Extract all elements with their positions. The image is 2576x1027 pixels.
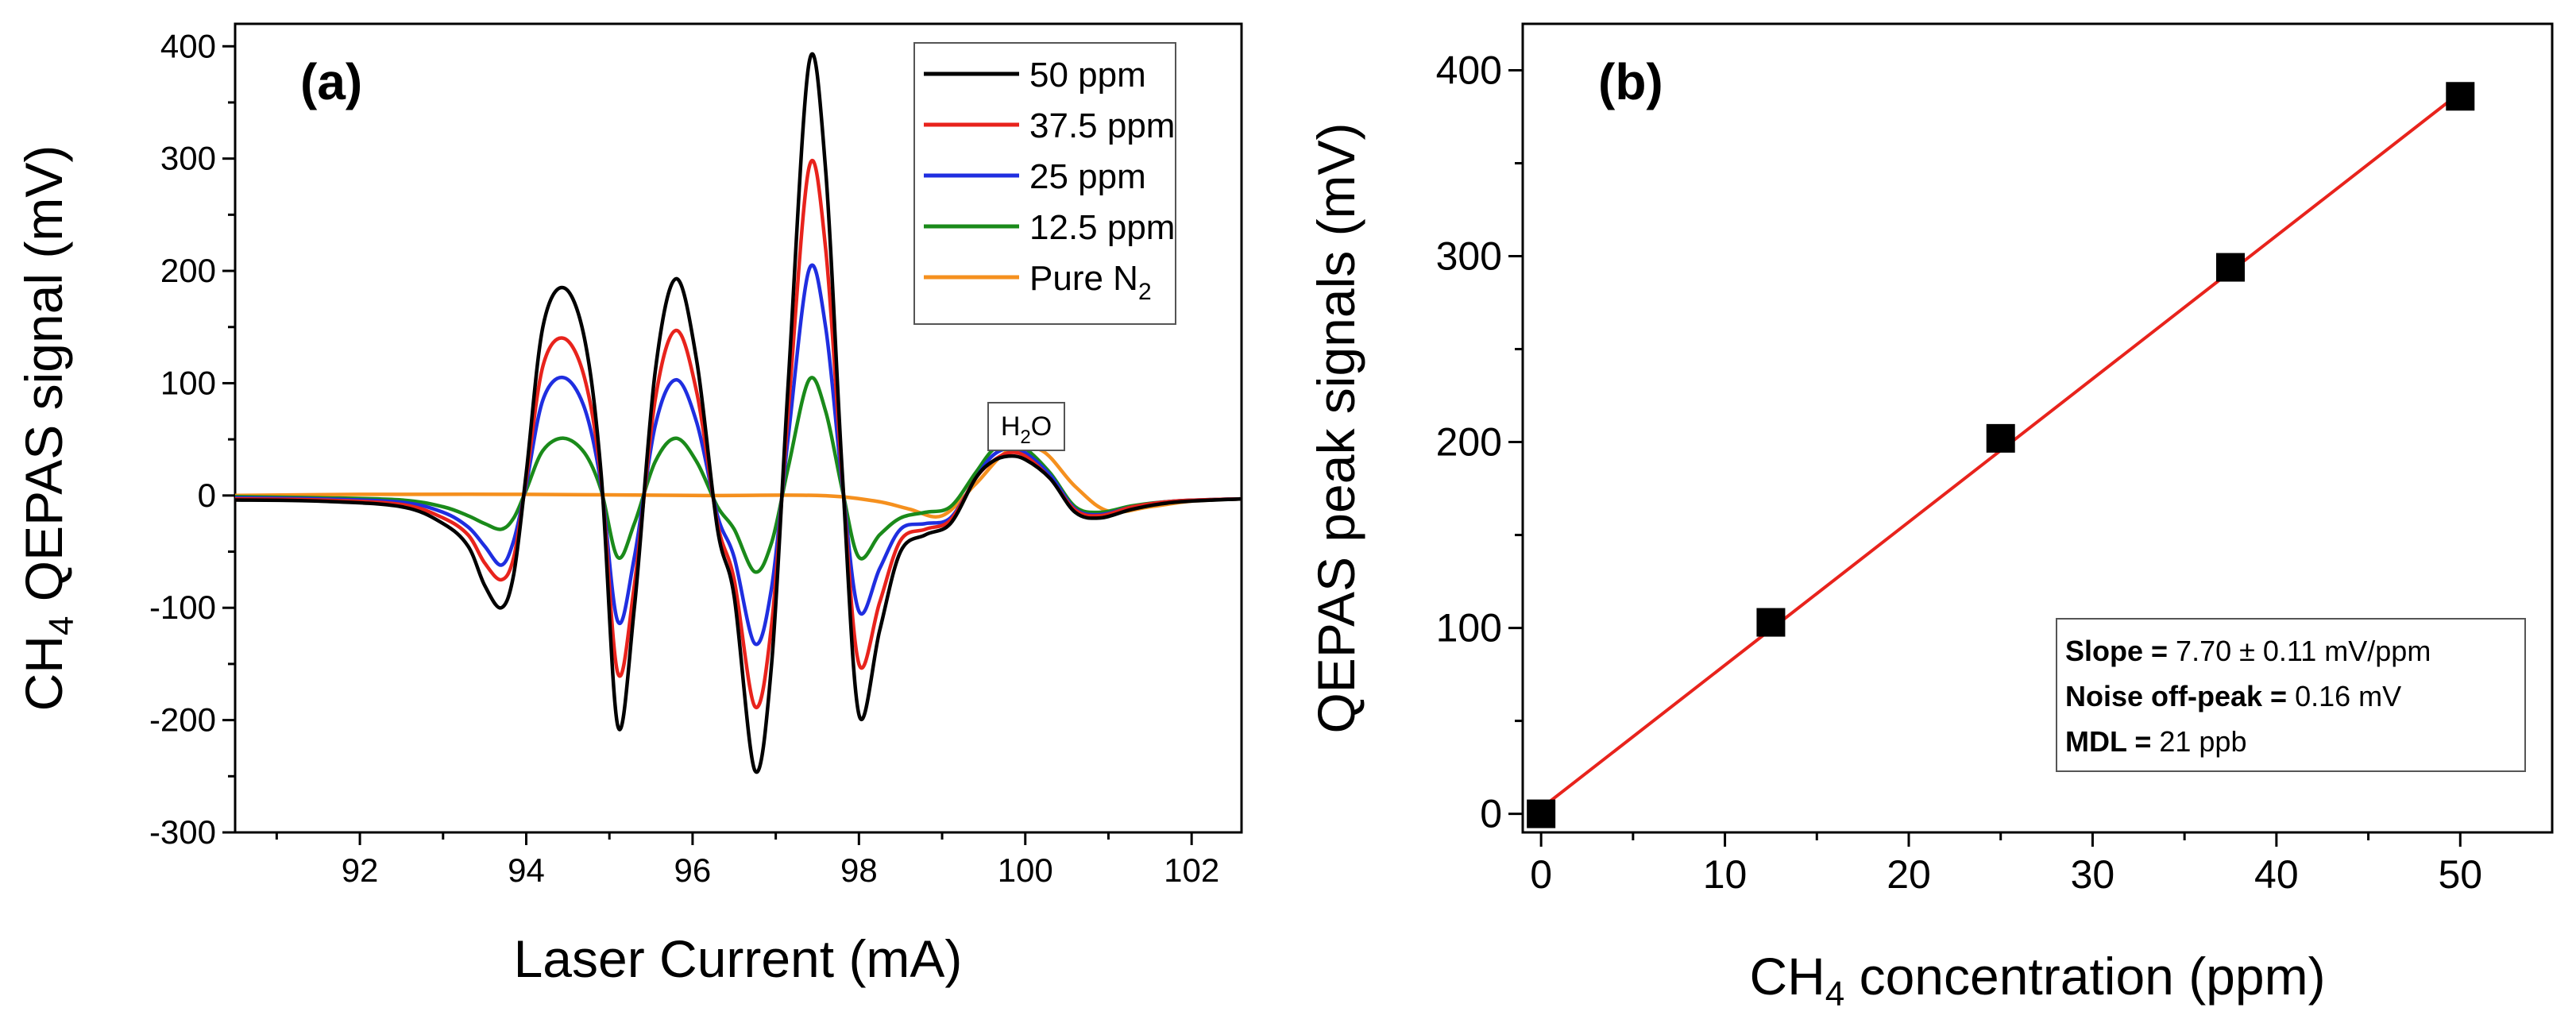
panel-b-frame <box>1521 22 2554 834</box>
fit-annotation-line: Noise off-peak = 0.16 mV <box>2065 680 2401 712</box>
a-x-tick-label: 102 <box>1164 851 1219 889</box>
b-x-tick-label: 20 <box>1887 852 1931 897</box>
panel-a-y-axis-title: CH4 QEPAS signal (mV) <box>14 145 81 712</box>
b-y-tick-label: 0 <box>1480 792 1502 836</box>
panel-a-label: (a) <box>300 53 362 110</box>
panel-b-scatter-chart: (b) 0 10 20 30 40 50 0 100 200 300 400 Slope = 7.7… <box>1307 22 2554 1013</box>
data-point <box>1756 608 1786 637</box>
h2o-annotation-text: H2O <box>1001 411 1052 448</box>
a-y-tick-label: 200 <box>160 252 216 289</box>
a-x-tick-label: 94 <box>508 851 545 889</box>
b-x-tick-label: 0 <box>1530 852 1552 897</box>
data-point <box>1986 423 2015 453</box>
h2o-annotation-box <box>987 402 1065 451</box>
a-x-tick-label: 100 <box>998 851 1053 889</box>
data-point <box>2216 253 2245 282</box>
panel-a-tick-labels: 92 94 96 98 100 102 -300 -200 -100 0 100 200 300 400 <box>149 27 1219 889</box>
b-y-tick-label: 200 <box>1436 420 1502 465</box>
panel-b-points <box>1527 82 2475 828</box>
panel-b-ticks <box>1508 69 2462 847</box>
b-x-tick-label: 40 <box>2254 852 2299 897</box>
data-point <box>2446 82 2475 111</box>
a-x-tick-label: 98 <box>840 851 878 889</box>
a-x-tick-label: 92 <box>342 851 379 889</box>
fit-annotation-lines: Slope = 7.70 ± 0.11 mV/ppm Noise off-peak… <box>2065 635 2431 758</box>
a-y-tick-label: 400 <box>160 27 216 64</box>
b-x-tick-label: 50 <box>2438 852 2482 897</box>
a-y-tick-label: 100 <box>160 364 216 401</box>
a-y-tick-label: -100 <box>149 589 216 626</box>
b-x-tick-label: 10 <box>1703 852 1748 897</box>
data-point <box>1527 799 1556 828</box>
legend-entries: 50 ppm 37.5 ppm 25 ppm 12.5 ppm Pure N2 <box>924 56 1175 305</box>
panel-b-x-axis-title: CH4 concentration (ppm) <box>1749 947 2325 1013</box>
panel-a-x-axis-title: Laser Current (mA) <box>514 929 963 988</box>
panel-a-legend: 50 ppm 37.5 ppm 25 ppm 12.5 ppm Pure N2 <box>913 42 1176 325</box>
panel-a-series <box>234 52 1242 774</box>
legend-label: Pure N2 <box>1029 259 1152 305</box>
b-x-tick-label: 30 <box>2071 852 2115 897</box>
series-line-50-ppm <box>234 52 1242 774</box>
a-y-tick-label: -200 <box>149 701 216 739</box>
legend-label: 50 ppm <box>1029 56 1146 95</box>
a-y-tick-label: 0 <box>198 477 216 514</box>
a-y-tick-label: 300 <box>160 140 216 177</box>
b-y-tick-label: 400 <box>1436 48 1502 93</box>
fit-annotation-line: Slope = 7.70 ± 0.11 mV/ppm <box>2065 635 2431 667</box>
b-y-tick-label: 100 <box>1436 606 1502 651</box>
panel-b-label: (b) <box>1598 53 1663 110</box>
panel-b-y-axis-title: QEPAS peak signals (mV) <box>1307 122 1365 733</box>
series-line-25-ppm <box>234 263 1242 647</box>
panel-b-tick-labels: 0 10 20 30 40 50 0 100 200 300 400 <box>1436 48 2483 897</box>
a-y-tick-label: -300 <box>149 813 216 851</box>
a-x-tick-label: 96 <box>674 851 712 889</box>
fit-annotation-box <box>2056 618 2526 772</box>
legend-label: 12.5 ppm <box>1029 208 1175 247</box>
b-y-tick-label: 300 <box>1436 234 1502 279</box>
series-line-12-5-ppm <box>234 376 1242 574</box>
legend-label: 25 ppm <box>1029 157 1146 196</box>
fit-annotation: Slope = 7.70 ± 0.11 mV/ppm Noise off-peak… <box>2056 618 2526 772</box>
panel-a-ticks <box>222 44 1193 845</box>
panel-a-line-chart: (a) 92 94 96 98 100 102 -300 -200 -100 0 100 200 300… <box>14 22 1243 988</box>
fit-annotation-line: MDL = 21 ppb <box>2065 725 2246 758</box>
legend-label: 37.5 ppm <box>1029 106 1175 145</box>
h2o-annotation: H2O <box>987 402 1065 451</box>
panel-a-frame <box>234 22 1243 834</box>
